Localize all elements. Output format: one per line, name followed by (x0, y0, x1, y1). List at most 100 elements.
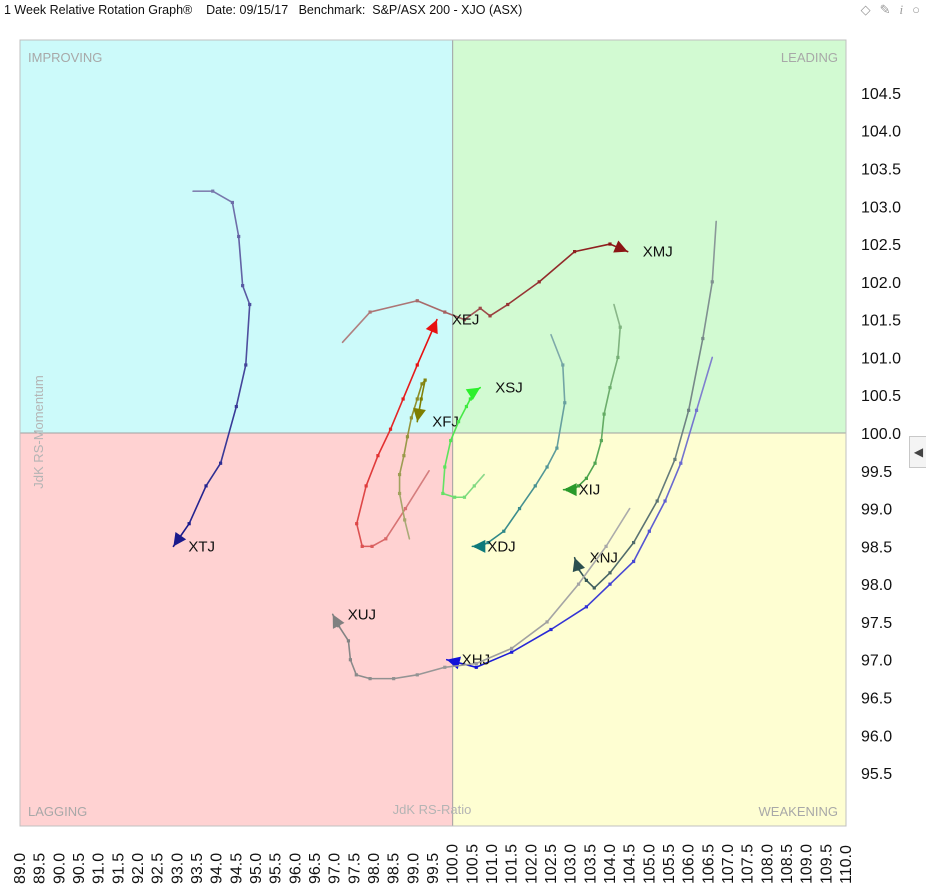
tail-point (510, 646, 514, 650)
y-tick-label: 100.5 (861, 388, 901, 405)
quadrant-lagging (20, 433, 453, 826)
series-xuj[interactable]: XUJ (331, 507, 631, 681)
tail-point (537, 280, 541, 284)
tail-segment (594, 439, 603, 465)
x-tick-label: 106.0 (681, 844, 698, 884)
tail-point (464, 404, 469, 409)
x-tick-label: 92.0 (130, 853, 147, 884)
quadrant-layer (19, 39, 847, 827)
tail-point (608, 582, 612, 586)
series-label: XSJ (495, 380, 523, 397)
tail-segment (702, 281, 714, 340)
tail-point (405, 435, 410, 439)
tail-point (364, 484, 368, 488)
quadrant-label-weakening: WEAKENING (759, 804, 838, 819)
quadrant-label-layer: IMPROVING LEADING LAGGING WEAKENING (28, 50, 838, 819)
x-tick-label: 99.0 (405, 853, 422, 884)
tail-segment (244, 303, 251, 366)
series-xnj[interactable]: XNJ (572, 220, 718, 590)
x-tick-label: 96.0 (287, 853, 304, 884)
tail-point (584, 578, 588, 582)
tail-point (401, 397, 405, 401)
tail-segment (617, 326, 622, 359)
tail-segment (398, 492, 406, 521)
x-tick-label: 91.5 (110, 853, 127, 884)
tail-point (468, 397, 472, 401)
tail-segment (609, 560, 635, 585)
y-tick-label: 96.5 (861, 691, 892, 708)
series-xej[interactable]: XEJ (355, 312, 479, 548)
tail-segment (443, 662, 478, 669)
y-axis: 104.5 104.0 103.5 103.0 102.5 102.0 101.5 101.0… (861, 86, 901, 783)
tail-segment (664, 462, 682, 502)
tail-segment (355, 485, 367, 525)
head-arrow (472, 539, 486, 553)
tail-point (415, 397, 419, 401)
tail-segment (609, 356, 619, 389)
tail-point (244, 363, 248, 367)
y-tick-label: 99.5 (861, 464, 892, 481)
info-icon[interactable]: i (899, 2, 904, 17)
tail-segment (416, 666, 446, 676)
head-arrow (572, 557, 586, 573)
tail-point (604, 544, 608, 548)
tail-point (474, 661, 478, 666)
tail-segment (632, 530, 651, 563)
tail-point (355, 522, 359, 526)
y-tick-label: 97.5 (861, 615, 892, 632)
tail-point (486, 540, 490, 545)
tail-segment (473, 473, 485, 487)
tail-segment (389, 398, 404, 431)
tail-point (673, 457, 677, 462)
quadrant-label-leading: LEADING (781, 50, 838, 65)
tail-point (187, 522, 191, 526)
tail-segment (341, 311, 371, 344)
series-xmj[interactable]: XMJ (341, 240, 673, 344)
x-tick-label: 104.0 (602, 844, 619, 884)
series-label: XMJ (643, 244, 673, 261)
tail-point (549, 627, 553, 632)
x-tick-label: 108.5 (779, 844, 796, 884)
tail-point (360, 544, 364, 548)
tail-point (632, 559, 636, 564)
tail-point (462, 495, 467, 499)
y-tick-label: 97.0 (861, 653, 892, 670)
tail-segment (398, 454, 405, 476)
chevron-left-icon: ◀ (913, 445, 924, 459)
tail-point (219, 461, 223, 465)
tail-segment (556, 401, 566, 449)
tail-segment (231, 201, 240, 238)
tail-point (502, 529, 506, 533)
series-xij[interactable]: XIJ (562, 303, 622, 499)
x-tick-label: 101.0 (484, 844, 501, 884)
tail-point (384, 537, 388, 541)
x-tick-label: 101.5 (504, 844, 521, 884)
tail-segment (205, 462, 222, 487)
tail-segment (487, 530, 505, 544)
tail-point (576, 582, 581, 586)
tail-point (593, 461, 597, 465)
tail-point (403, 518, 407, 522)
head-arrow (465, 387, 481, 401)
pin-icon[interactable]: ✎ (879, 2, 891, 17)
series-xfj[interactable]: XFJ (397, 378, 459, 540)
tail-segment (577, 545, 607, 585)
collapse-panel-tab[interactable]: ◀ (909, 436, 926, 468)
x-tick-label: 95.5 (268, 853, 285, 884)
tail-point (478, 306, 482, 310)
series-xhj[interactable]: XHJ (445, 356, 714, 670)
tail-point (599, 438, 603, 443)
tail-point (632, 540, 636, 545)
tail-segment (479, 307, 491, 317)
tail-point (488, 314, 492, 318)
series-xtj[interactable]: XTJ (172, 189, 252, 556)
tail-point (694, 408, 699, 412)
diamond-icon[interactable]: ◇ (860, 2, 871, 17)
close-icon[interactable]: ○ (912, 2, 920, 17)
tail-segment (593, 572, 611, 589)
series-xdj[interactable]: XDJ (471, 333, 567, 556)
series-xsj[interactable]: XSJ (441, 380, 523, 499)
tail-point (443, 665, 447, 669)
tail-point (655, 499, 659, 503)
tail-point (441, 491, 445, 496)
